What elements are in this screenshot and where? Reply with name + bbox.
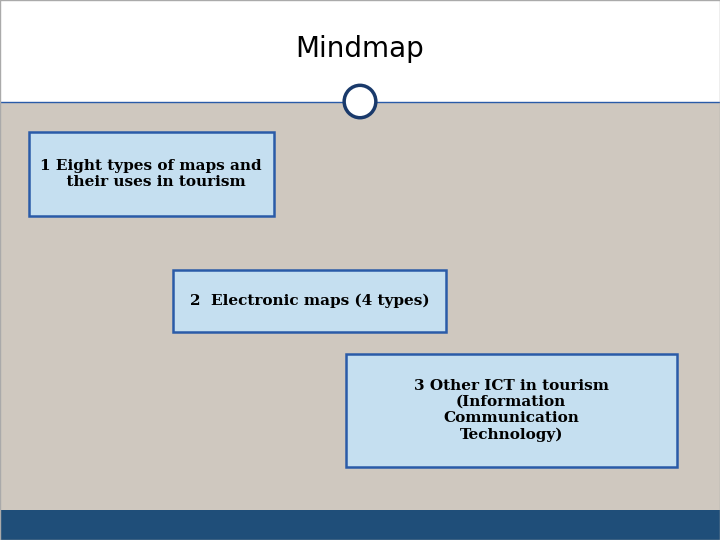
- Ellipse shape: [344, 85, 376, 118]
- Text: 3 Other ICT in tourism
(Information
Communication
Technology): 3 Other ICT in tourism (Information Comm…: [414, 379, 608, 442]
- FancyBboxPatch shape: [173, 270, 446, 332]
- Bar: [0, 102, 720, 510]
- FancyBboxPatch shape: [346, 354, 677, 467]
- Bar: [0, 510, 720, 540]
- Bar: [0, 0, 720, 102]
- Text: 2  Electronic maps (4 types): 2 Electronic maps (4 types): [190, 294, 429, 308]
- Text: 1 Eight types of maps and
  their uses in tourism: 1 Eight types of maps and their uses in …: [40, 159, 262, 189]
- Text: Mindmap: Mindmap: [296, 35, 424, 63]
- FancyBboxPatch shape: [29, 132, 274, 216]
